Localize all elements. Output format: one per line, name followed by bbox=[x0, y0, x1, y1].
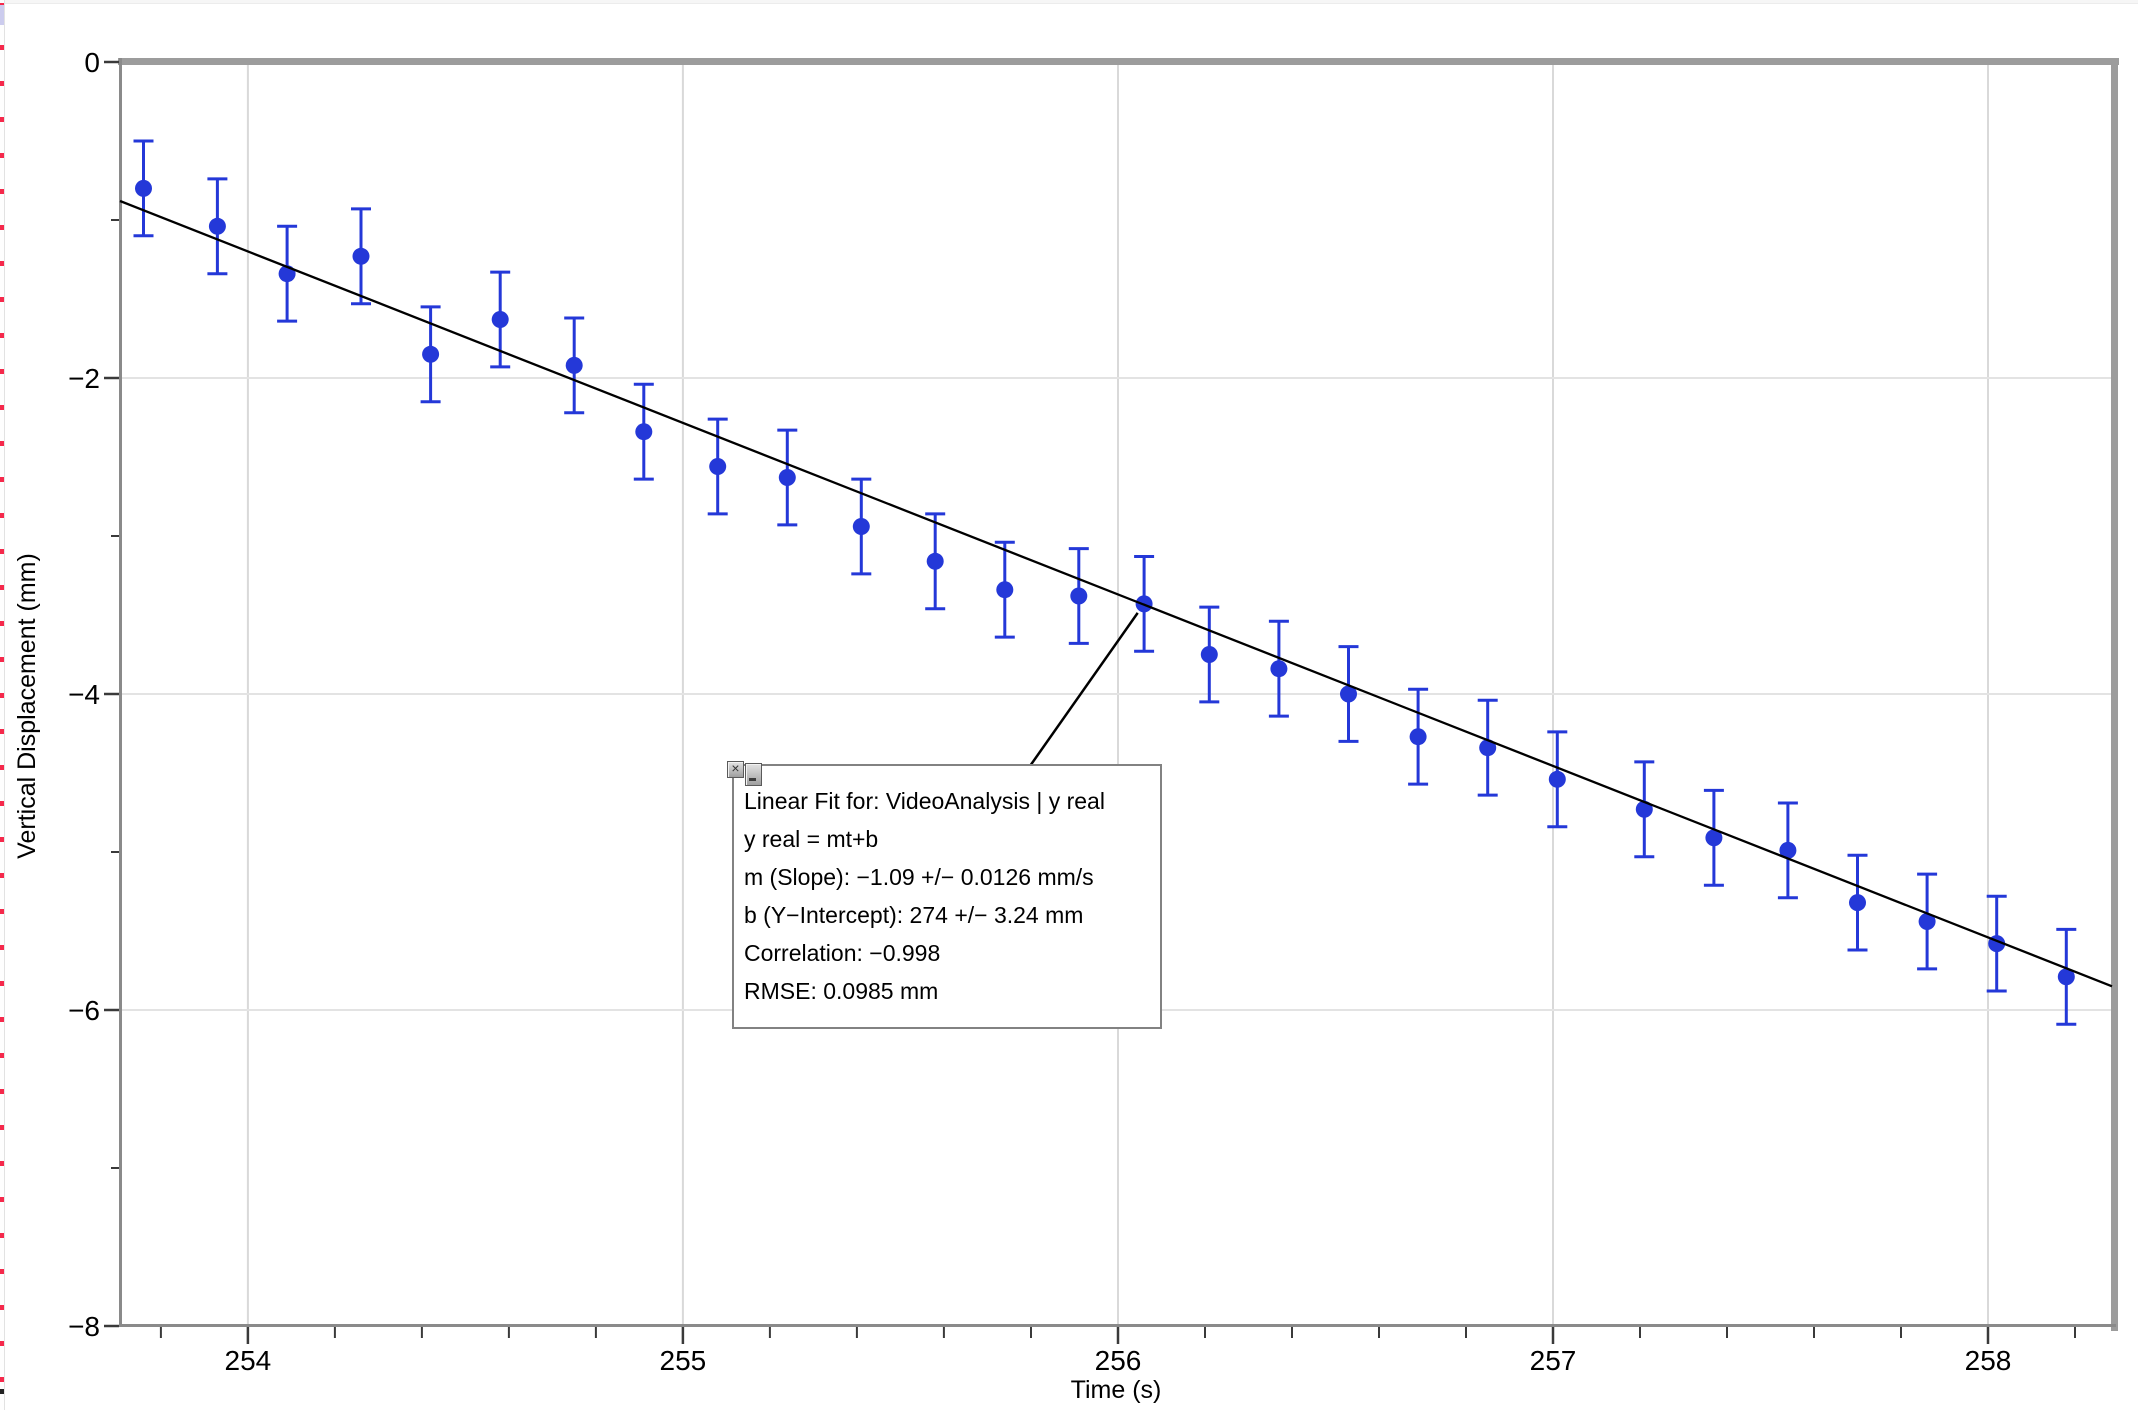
data-point[interactable] bbox=[635, 423, 653, 441]
data-point[interactable] bbox=[2057, 968, 2075, 986]
fit-line bbox=[119, 199, 2113, 988]
svg-text:258: 258 bbox=[1965, 1345, 2012, 1376]
data-point[interactable] bbox=[422, 345, 440, 363]
data-point[interactable] bbox=[1635, 800, 1653, 818]
svg-text:−6: −6 bbox=[68, 995, 100, 1026]
data-point[interactable] bbox=[1070, 587, 1088, 605]
video-ruler-top-mark bbox=[0, 5, 4, 25]
fit-slope: m (Slope): −1.09 +/− 0.0126 mm/s bbox=[744, 864, 1094, 890]
axis-ticks bbox=[104, 60, 2076, 1344]
linear-fit-text: Linear Fit for: VideoAnalysis | y real y… bbox=[734, 766, 1160, 1010]
svg-text:256: 256 bbox=[1095, 1345, 1142, 1376]
data-point[interactable] bbox=[1200, 646, 1218, 663]
tick-labels: 254 255 256 257 258 0 −2 −4 −6 −8 bbox=[68, 47, 2011, 1376]
linear-fit-annotation[interactable]: Linear Fit for: VideoAnalysis | y real y… bbox=[732, 764, 1162, 1029]
fit-equation: y real = mt+b bbox=[744, 826, 879, 852]
fit-rmse: RMSE: 0.0985 mm bbox=[744, 978, 939, 1004]
window-top-edge bbox=[0, 0, 2138, 4]
data-point[interactable] bbox=[1340, 685, 1357, 703]
data-point[interactable] bbox=[1849, 894, 1866, 912]
data-point[interactable] bbox=[1705, 829, 1723, 847]
svg-text:−4: −4 bbox=[68, 679, 100, 710]
svg-text:257: 257 bbox=[1530, 1345, 1577, 1376]
data-point[interactable] bbox=[852, 518, 870, 535]
fit-correlation: Correlation: −0.998 bbox=[744, 940, 941, 966]
collapse-annotation-button[interactable] bbox=[745, 763, 762, 786]
data-point[interactable] bbox=[565, 356, 583, 374]
svg-text:255: 255 bbox=[660, 1345, 707, 1376]
gridlines bbox=[120, 62, 2112, 1326]
fit-title: Linear Fit for: VideoAnalysis | y real bbox=[744, 788, 1105, 814]
data-point[interactable] bbox=[208, 217, 226, 235]
data-point[interactable] bbox=[1779, 841, 1797, 859]
plot-frame bbox=[118, 58, 2119, 1331]
data-point[interactable] bbox=[926, 552, 944, 570]
video-ruler-end-mark bbox=[0, 1389, 4, 1394]
x-axis-title: Time (s) bbox=[1070, 1376, 1162, 1404]
annotation-callout bbox=[1028, 612, 1139, 767]
data-point[interactable] bbox=[1918, 913, 1936, 930]
data-point[interactable] bbox=[778, 469, 796, 486]
svg-text:0: 0 bbox=[84, 47, 100, 78]
data-point[interactable] bbox=[1270, 660, 1288, 678]
data-point[interactable] bbox=[135, 179, 152, 197]
data-point[interactable] bbox=[1409, 728, 1427, 746]
close-annotation-button[interactable]: × bbox=[727, 761, 744, 778]
series-y-real[interactable] bbox=[133, 139, 2077, 1026]
y-axis-title: Vertical Displacement (mm) bbox=[13, 553, 41, 859]
data-point[interactable] bbox=[996, 581, 1014, 599]
data-point[interactable] bbox=[1479, 739, 1497, 757]
svg-text:−8: −8 bbox=[68, 1311, 100, 1342]
svg-text:254: 254 bbox=[225, 1345, 272, 1376]
data-point[interactable] bbox=[709, 458, 727, 475]
svg-text:−2: −2 bbox=[68, 363, 100, 394]
data-point[interactable] bbox=[1548, 770, 1566, 788]
fit-intercept: b (Y−Intercept): 274 +/− 3.24 mm bbox=[744, 902, 1084, 928]
video-ruler-strip bbox=[0, 0, 5, 1410]
data-point[interactable] bbox=[352, 247, 370, 265]
collapse-icon bbox=[749, 778, 756, 781]
data-point[interactable] bbox=[491, 311, 509, 328]
close-icon: × bbox=[731, 760, 740, 776]
